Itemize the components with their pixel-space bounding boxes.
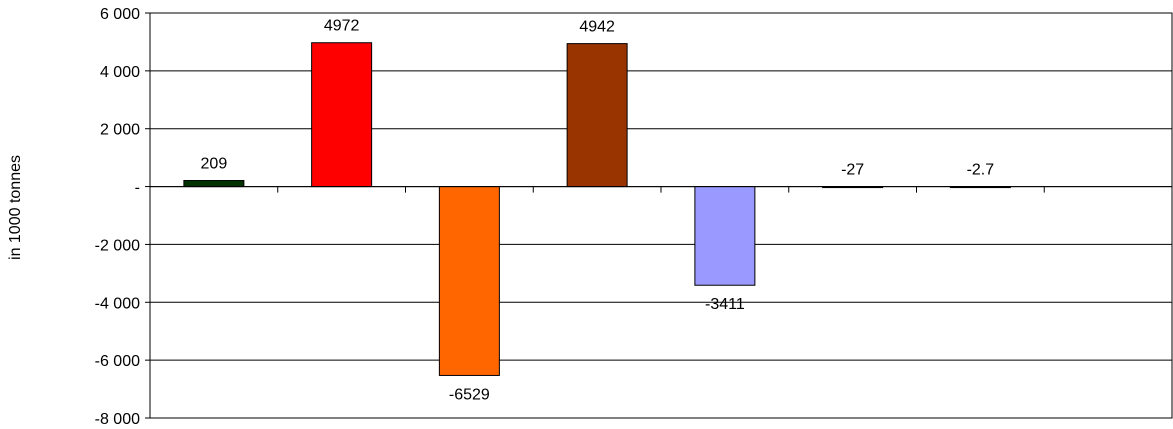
y-tick-label: -8 000 — [95, 411, 140, 428]
y-tick-label: -2 000 — [95, 237, 140, 254]
data-label-6: -27 — [841, 162, 864, 179]
data-label-1: 209 — [201, 156, 228, 173]
data-label-2: 4972 — [324, 18, 360, 35]
plot-area — [149, 12, 1173, 419]
y-tick-label: -6 000 — [95, 353, 140, 370]
y-axis: 6 000 4 000 2 000 - -2 000 -4 000 -6 000 -8 000 — [95, 6, 150, 428]
bar-5 — [694, 186, 756, 286]
x-axis — [149, 186, 1173, 193]
data-label-5: -3411 — [705, 296, 745, 313]
bar-4 — [566, 43, 628, 188]
y-tick-label: - — [135, 180, 140, 197]
y-tick-label: 2 000 — [100, 122, 140, 139]
y-axis-title: in 1000 tonnes — [7, 155, 24, 260]
data-label-7: -2.7 — [967, 162, 995, 179]
bar-2 — [311, 42, 373, 188]
bar-3 — [438, 186, 500, 376]
bar-1 — [183, 180, 245, 188]
data-label-4: 4942 — [579, 19, 615, 36]
data-labels: 209 4972 -6529 4942 -3411 -27 -2.7 — [201, 18, 995, 404]
bars — [183, 42, 1011, 376]
y-tick-label: 4 000 — [100, 64, 140, 81]
y-tick-label: -4 000 — [95, 295, 140, 312]
data-label-3: -6529 — [449, 386, 490, 403]
y-tick-label: 6 000 — [100, 6, 140, 23]
